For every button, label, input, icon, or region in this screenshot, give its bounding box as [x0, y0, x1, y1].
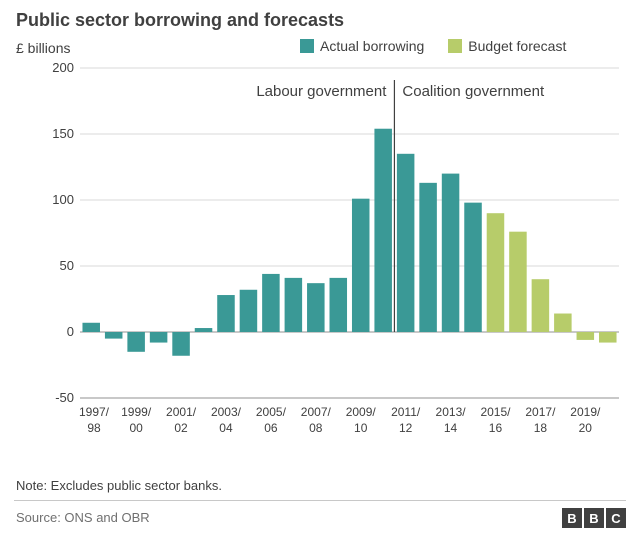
legend-label: Actual borrowing: [320, 38, 424, 54]
chart-note: Note: Excludes public sector banks.: [16, 478, 222, 493]
bar: [397, 154, 415, 332]
x-tick-label: 2011/: [391, 405, 421, 419]
bbc-logo-letter: B: [562, 508, 582, 528]
x-tick-label: 02: [174, 421, 188, 435]
bar: [509, 232, 527, 332]
x-tick-label: 2003/: [211, 405, 242, 419]
x-tick-label: 18: [534, 421, 548, 435]
x-tick-label: 2013/: [436, 405, 467, 419]
legend-item-actual: Actual borrowing: [300, 38, 424, 54]
y-axis-label: £ billions: [16, 40, 70, 56]
bbc-logo-letter: C: [606, 508, 626, 528]
svg-text:-50: -50: [55, 390, 74, 405]
bar: [195, 328, 213, 332]
bar: [285, 278, 303, 332]
bar: [307, 283, 325, 332]
x-tick-label: 16: [489, 421, 503, 435]
bar: [554, 314, 572, 332]
x-tick-label: 00: [129, 421, 143, 435]
x-tick-label: 08: [309, 421, 323, 435]
x-tick-label: 2001/: [166, 405, 197, 419]
svg-text:150: 150: [52, 126, 74, 141]
bar: [487, 213, 505, 332]
x-tick-label: 2017/: [525, 405, 556, 419]
x-tick-label: 2019/: [570, 405, 601, 419]
bar: [374, 129, 392, 332]
bbc-logo-letter: B: [584, 508, 604, 528]
bar: [262, 274, 280, 332]
bar: [352, 199, 370, 332]
legend: Actual borrowing Budget forecast: [300, 38, 566, 54]
chart-svg: -50 0 50 100 150 200 Labour government Coalitio…: [50, 62, 625, 442]
bar: [599, 332, 617, 343]
x-tick-label: 98: [87, 421, 101, 435]
svg-text:100: 100: [52, 192, 74, 207]
bar: [240, 290, 258, 332]
x-tick-label: 2009/: [346, 405, 377, 419]
chart-plot-area: -50 0 50 100 150 200 Labour government Coalitio…: [50, 62, 625, 442]
x-tick-label: 2005/: [256, 405, 287, 419]
svg-text:0: 0: [67, 324, 74, 339]
footer-divider: [14, 500, 626, 501]
svg-text:200: 200: [52, 60, 74, 75]
bbc-logo: B B C: [562, 508, 626, 528]
x-tick-label: 1997/: [79, 405, 110, 419]
x-tick-label: 06: [264, 421, 278, 435]
x-tick-label: 2007/: [301, 405, 332, 419]
bar: [442, 174, 460, 332]
bar: [532, 279, 550, 332]
legend-item-forecast: Budget forecast: [448, 38, 566, 54]
annotation-coalition: Coalition government: [402, 83, 545, 100]
x-tick-label: 12: [399, 421, 413, 435]
bar: [127, 332, 145, 352]
x-tick-label: 2015/: [480, 405, 511, 419]
legend-swatch: [300, 39, 314, 53]
annotation-labour: Labour government: [256, 83, 387, 100]
x-tick-label: 20: [579, 421, 593, 435]
bar: [217, 295, 235, 332]
x-tick-label: 04: [219, 421, 233, 435]
legend-label: Budget forecast: [468, 38, 566, 54]
x-tick-label: 14: [444, 421, 458, 435]
legend-swatch: [448, 39, 462, 53]
bar: [330, 278, 348, 332]
chart-title: Public sector borrowing and forecasts: [16, 10, 344, 31]
bar: [577, 332, 595, 340]
svg-text:50: 50: [60, 258, 74, 273]
source-label: Source: ONS and OBR: [16, 510, 150, 525]
bar: [464, 203, 482, 332]
bar: [105, 332, 123, 339]
x-tick-label: 10: [354, 421, 368, 435]
bar: [419, 183, 437, 332]
bar: [82, 323, 100, 332]
bar: [172, 332, 190, 356]
x-tick-label: 1999/: [121, 405, 152, 419]
bar: [150, 332, 168, 343]
